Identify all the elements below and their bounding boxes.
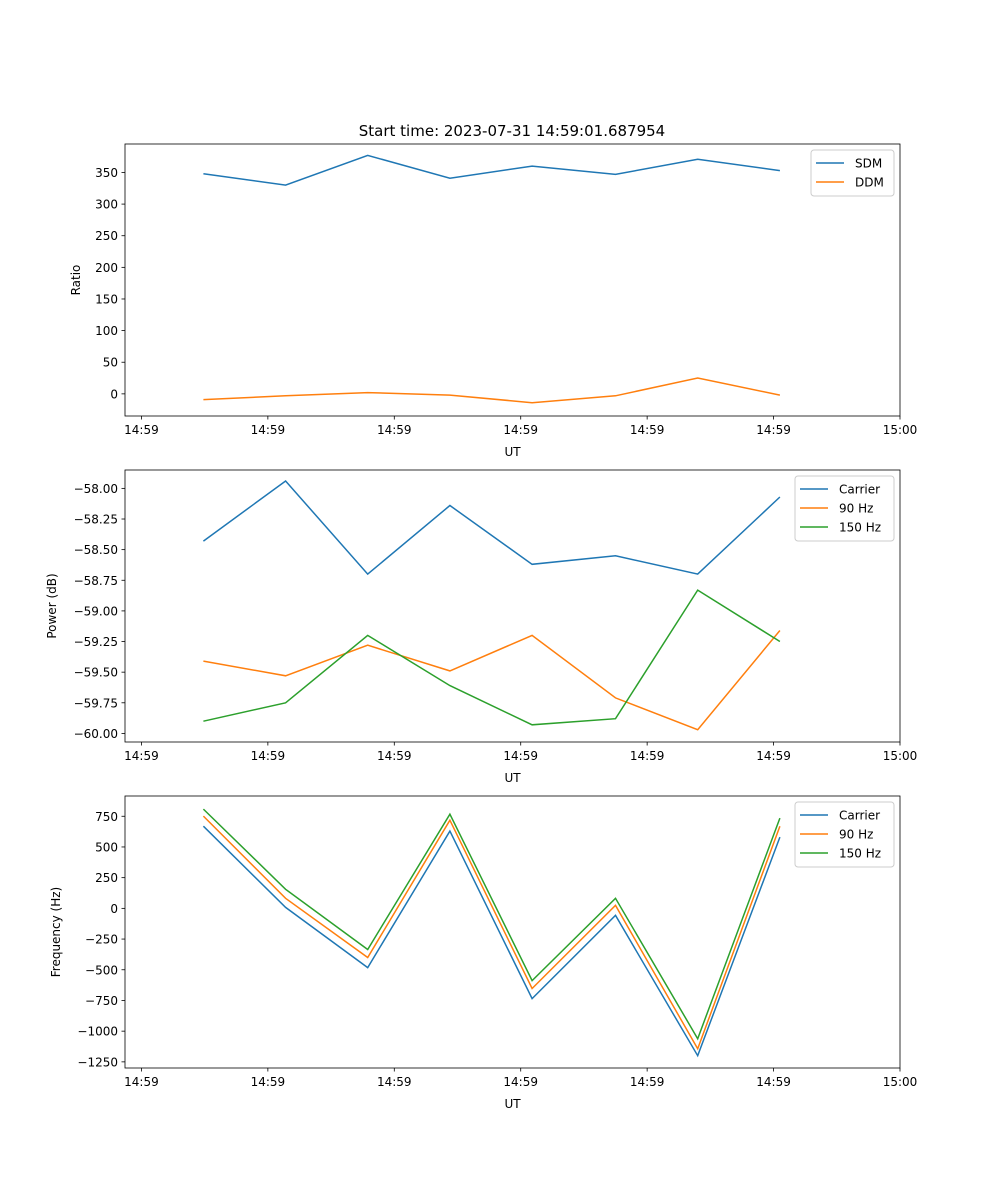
y-axis-label: Power (dB) <box>45 573 59 638</box>
y-tick-label: 750 <box>95 810 118 824</box>
x-tick-label: 14:59 <box>630 1075 665 1089</box>
legend: Carrier 90 Hz 150 Hz <box>794 801 895 868</box>
y-tick-label: 200 <box>95 261 118 275</box>
y-tick-label: 500 <box>95 840 118 854</box>
figure-title: Start time: 2023-07-31 14:59:01.687954 <box>359 122 665 140</box>
x-tick-label: 14:59 <box>251 423 286 437</box>
x-tick-label: 14:59 <box>124 749 159 763</box>
y-tick-label: −1000 <box>77 1025 118 1039</box>
x-tick-label: 14:59 <box>630 749 665 763</box>
y-tick-label: 150 <box>95 292 118 306</box>
y-tick-label: 350 <box>95 166 118 180</box>
legend-label: 150 Hz <box>839 521 881 535</box>
x-tick-label: 14:59 <box>756 1075 791 1089</box>
x-axis-label: UT <box>504 445 521 459</box>
x-tick-label: 14:59 <box>630 423 665 437</box>
y-tick-label: 0 <box>110 902 118 916</box>
y-tick-label: −500 <box>85 963 118 977</box>
legend-box <box>794 801 895 868</box>
y-tick-label: −59.00 <box>74 604 118 618</box>
y-tick-label: −58.75 <box>74 574 118 588</box>
series-line-carrier <box>202 479 781 576</box>
x-tick-label: 14:59 <box>124 1075 159 1089</box>
y-tick-label: 100 <box>95 324 118 338</box>
x-tick-label: 14:59 <box>251 1075 286 1089</box>
axes-frame <box>124 469 901 743</box>
y-tick-label: −250 <box>85 933 118 947</box>
x-tick-label: 15:00 <box>883 423 918 437</box>
legend-label: DDM <box>855 176 884 190</box>
y-tick-label: −58.00 <box>74 482 118 496</box>
x-tick-label: 14:59 <box>503 423 538 437</box>
x-tick-label: 14:59 <box>377 423 412 437</box>
x-tick-label: 14:59 <box>377 1075 412 1089</box>
x-tick-label: 14:59 <box>377 749 412 763</box>
y-tick-label: −58.50 <box>74 543 118 557</box>
x-axis-label: UT <box>504 771 521 785</box>
legend-label: Carrier <box>839 809 880 823</box>
x-axis-label: UT <box>504 1097 521 1111</box>
axes-frame <box>124 795 901 1069</box>
series-line-150-hz <box>203 589 781 726</box>
series-line-ddm <box>203 377 781 404</box>
series-line-150-hz <box>202 808 781 1041</box>
y-tick-label: 300 <box>95 198 118 212</box>
y-tick-label: 50 <box>103 356 118 370</box>
x-tick-label: 14:59 <box>503 1075 538 1089</box>
legend-label: 150 Hz <box>839 847 881 861</box>
y-axis-label: Ratio <box>69 265 83 296</box>
legend-label: Carrier <box>839 483 880 497</box>
legend-box <box>794 475 895 542</box>
x-tick-label: 14:59 <box>756 423 791 437</box>
y-tick-label: −59.75 <box>74 696 118 710</box>
x-tick-label: 15:00 <box>883 1075 918 1089</box>
subplot-1: 14:59 14:59 14:59 14:59 14:59 14:59 15:00 UT 0 50… <box>69 143 918 459</box>
y-tick-label: −60.00 <box>74 727 118 741</box>
y-tick-label: −750 <box>85 994 118 1008</box>
y-axis-label: Frequency (Hz) <box>49 887 63 978</box>
series-line-carrier <box>202 825 781 1058</box>
y-tick-label: 250 <box>95 229 118 243</box>
y-tick-label: −59.25 <box>74 635 118 649</box>
x-tick-label: 14:59 <box>124 423 159 437</box>
series-line-sdm <box>203 154 781 186</box>
y-tick-label: 0 <box>110 387 118 401</box>
y-tick-label: −58.25 <box>74 513 118 527</box>
series-line-90-hz <box>202 815 781 1051</box>
legend: Carrier 90 Hz 150 Hz <box>794 475 895 542</box>
x-tick-label: 14:59 <box>251 749 286 763</box>
legend-label: SDM <box>855 157 882 171</box>
subplot-2: 14:59 14:59 14:59 14:59 14:59 14:59 15:00 UT −60… <box>45 469 918 785</box>
subplot-3: 14:59 14:59 14:59 14:59 14:59 14:59 15:00 UT −12… <box>49 795 918 1111</box>
legend-box <box>810 149 895 197</box>
x-tick-label: 14:59 <box>503 749 538 763</box>
x-tick-label: 15:00 <box>883 749 918 763</box>
legend-label: 90 Hz <box>839 502 873 516</box>
axes-frame <box>124 143 901 417</box>
x-tick-label: 14:59 <box>756 749 791 763</box>
series-line-90-hz <box>203 630 781 731</box>
legend-label: 90 Hz <box>839 828 873 842</box>
y-tick-label: −1250 <box>77 1055 118 1069</box>
y-tick-label: 250 <box>95 871 118 885</box>
y-tick-label: −59.50 <box>74 666 118 680</box>
legend: SDM DDM <box>810 149 895 197</box>
